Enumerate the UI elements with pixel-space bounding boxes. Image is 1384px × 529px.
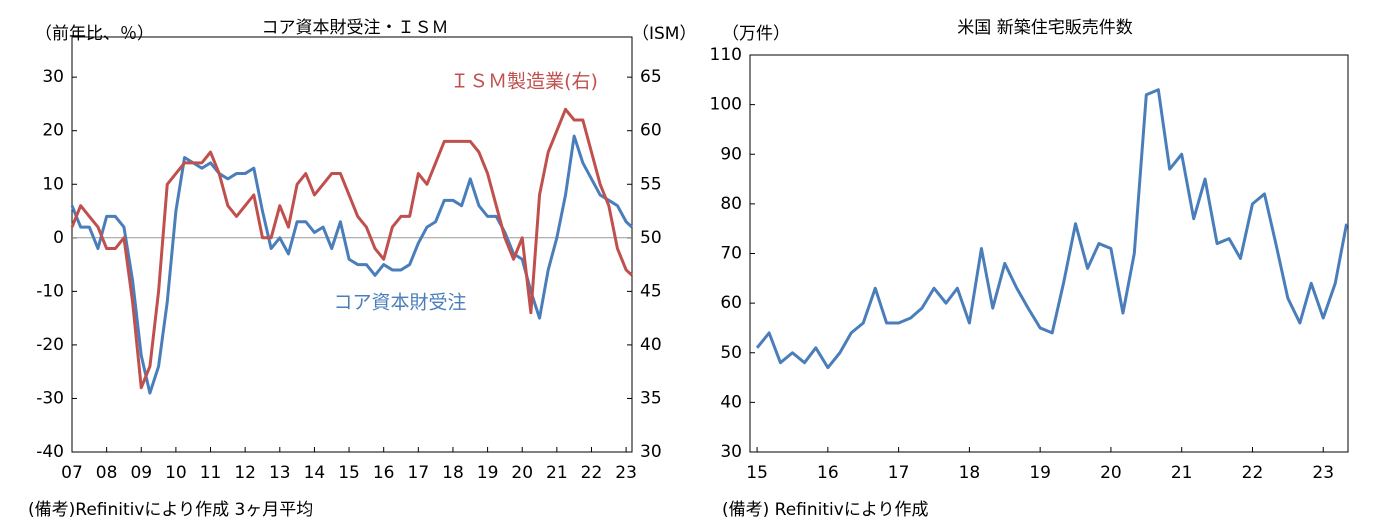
x-tick-label: 21 <box>546 463 568 483</box>
x-tick-label: 11 <box>200 463 222 483</box>
y-tick-label: -10 <box>36 281 64 301</box>
y2-tick-label: 60 <box>640 121 662 141</box>
x-tick-label: 20 <box>1100 463 1122 483</box>
y-tick-label: 60 <box>720 293 742 313</box>
y-tick-label: 70 <box>720 244 742 264</box>
y-axis-label: （万件） <box>722 24 790 44</box>
y-tick-label: 30 <box>42 67 64 87</box>
x-tick-label: 12 <box>234 463 256 483</box>
y2-tick-label: 50 <box>640 228 662 248</box>
y-tick-label: 90 <box>720 144 742 164</box>
x-tick-label: 14 <box>304 463 326 483</box>
y-tick-label: 0 <box>53 228 64 248</box>
x-tick-label: 19 <box>1029 463 1051 483</box>
plot-frame <box>749 54 1349 453</box>
y2-tick-label: 65 <box>640 67 662 87</box>
y-tick-label: 10 <box>42 174 64 194</box>
series-line <box>755 88 1349 370</box>
x-tick-label: 10 <box>165 463 187 483</box>
series-line <box>70 134 634 395</box>
x-tick-label: 07 <box>61 463 83 483</box>
footnote: (備考) Refinitivにより作成 <box>722 500 929 520</box>
x-tick-label: 17 <box>408 463 430 483</box>
y-tick-label: -40 <box>36 442 64 462</box>
x-tick-label: 20 <box>511 463 533 483</box>
x-tick-label: 16 <box>817 463 839 483</box>
chart-title: 米国 新築住宅販売件数 <box>957 18 1132 38</box>
y-tick-label: 40 <box>720 392 742 412</box>
y2-tick-label: 35 <box>640 388 662 408</box>
x-tick-label: 09 <box>130 463 152 483</box>
y2-tick-label: 45 <box>640 281 662 301</box>
x-tick-label: 13 <box>269 463 291 483</box>
y-tick-label: 20 <box>42 121 64 141</box>
y-tick-label: 30 <box>720 442 742 462</box>
y-tick-label: 50 <box>720 343 742 363</box>
x-tick-label: 19 <box>477 463 499 483</box>
x-tick-label: 16 <box>373 463 395 483</box>
x-tick-label: 18 <box>959 463 981 483</box>
x-tick-label: 15 <box>746 463 768 483</box>
y2-tick-label: 40 <box>640 335 662 355</box>
x-tick-label: 17 <box>888 463 910 483</box>
x-tick-label: 15 <box>338 463 360 483</box>
y-tick-label: 110 <box>710 45 742 65</box>
x-tick-label: 22 <box>1242 463 1264 483</box>
y2-tick-label: 30 <box>640 442 662 462</box>
y-tick-label: 100 <box>710 95 742 115</box>
x-tick-label: 23 <box>1312 463 1334 483</box>
x-tick-label: 18 <box>442 463 464 483</box>
x-tick-label: 21 <box>1171 463 1193 483</box>
y2-tick-label: 55 <box>640 174 662 194</box>
y-tick-label: -20 <box>36 335 64 355</box>
x-tick-label: 22 <box>581 463 603 483</box>
series-label: コア資本財受注 <box>333 292 466 314</box>
y-tick-label: -30 <box>36 388 64 408</box>
footnote: (備考)Refinitivにより作成 3ヶ月平均 <box>28 500 313 520</box>
chart-title: コア資本財受注・ＩＳＭ <box>262 18 449 38</box>
series-line <box>70 107 634 390</box>
plot-frame <box>71 36 633 453</box>
series-label: ＩＳＭ製造業(右) <box>450 71 598 93</box>
x-tick-label: 08 <box>96 463 118 483</box>
y-tick-label: 80 <box>720 194 742 214</box>
x-tick-label: 23 <box>615 463 637 483</box>
y-axis-label: （前年比、％） <box>35 24 154 44</box>
y2-axis-label: （ISM） <box>632 24 696 44</box>
